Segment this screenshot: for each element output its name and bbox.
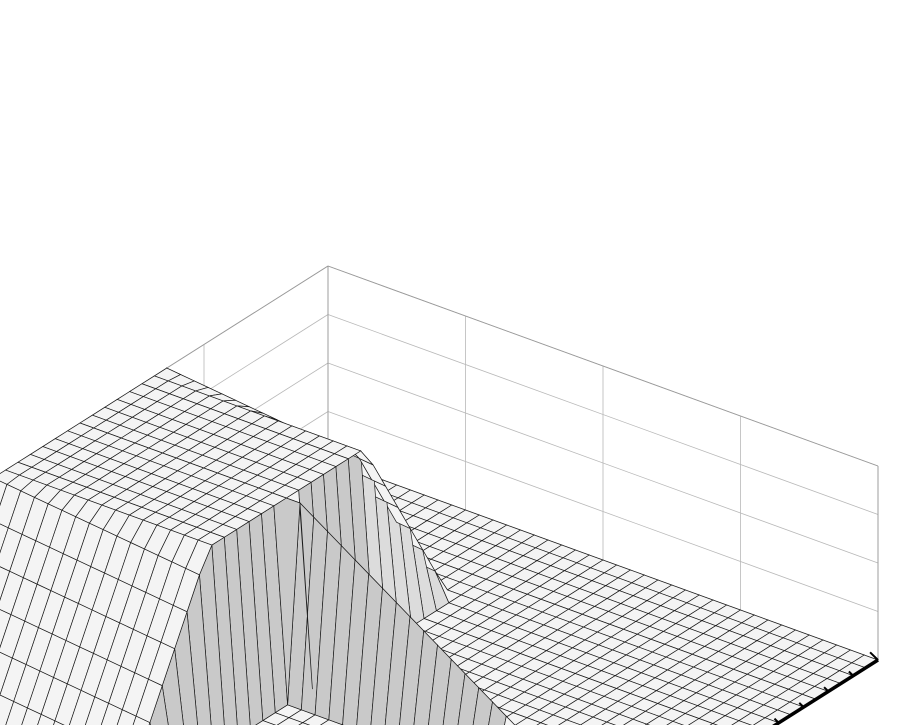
surface-facet <box>731 720 752 725</box>
surface-facet <box>298 722 311 725</box>
y-tick-mark <box>773 717 780 724</box>
y-tick-mark <box>823 686 830 693</box>
y-tick-mark <box>848 670 854 677</box>
y-axis-line <box>772 658 879 725</box>
axes <box>772 651 879 725</box>
box-edge <box>327 265 879 467</box>
surface-facet <box>536 722 548 725</box>
surface-facet <box>185 539 213 576</box>
back-wall-gridline <box>327 314 879 515</box>
surface-mesh <box>0 367 879 725</box>
surface-facet <box>666 720 684 725</box>
y-tick-mark <box>869 651 879 661</box>
surface-facet <box>504 715 516 725</box>
y-tick-mark <box>798 702 805 708</box>
